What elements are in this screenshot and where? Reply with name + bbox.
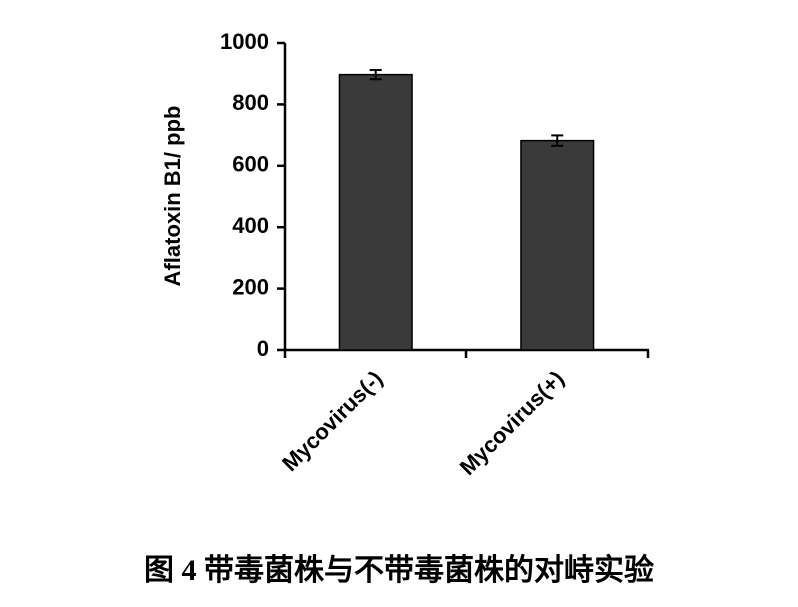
- y-tick-label: 200: [232, 274, 269, 299]
- bar: [338, 73, 413, 351]
- caption: 图 4 带毒菌株与不带毒菌株的对峙实验: [144, 553, 654, 587]
- y-tick-label: 400: [232, 213, 269, 238]
- error-bar: [369, 69, 382, 81]
- y-tick-label: 800: [232, 90, 269, 115]
- y-tick-label: 1000: [220, 29, 269, 54]
- y-tick-label: 0: [257, 336, 269, 361]
- x-tick-label: Mycovirus(+): [455, 366, 569, 480]
- error-bar: [551, 134, 564, 147]
- y-tick-label: 600: [232, 152, 269, 177]
- y-axis-label: Aflatoxin B1/ ppb: [160, 106, 185, 287]
- bar: [520, 139, 595, 351]
- x-tick-label: Mycovirus(-): [277, 366, 387, 476]
